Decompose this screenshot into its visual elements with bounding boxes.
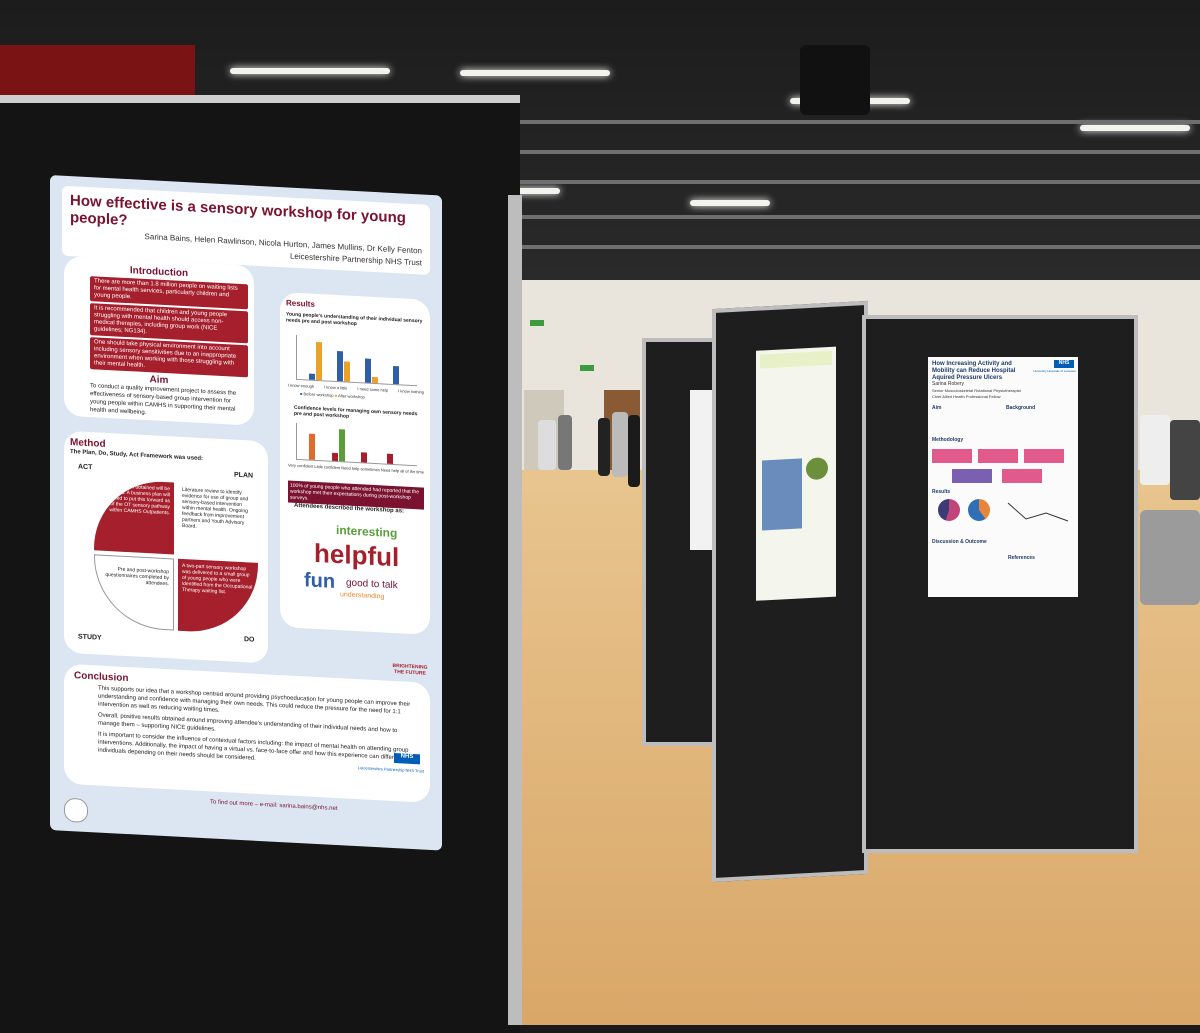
nhs-badge: NHS bbox=[394, 753, 420, 765]
chart1-bar bbox=[393, 365, 399, 385]
ceiling-light bbox=[460, 70, 610, 76]
pie-chart-1 bbox=[938, 499, 960, 521]
nhs-badge: NHS bbox=[1054, 360, 1074, 368]
chart2-area bbox=[296, 422, 417, 467]
chart2-title: Confidence levels for managing own senso… bbox=[294, 404, 418, 420]
chart2-label: Need help sometimes bbox=[341, 465, 380, 473]
poster-right-role1: Senior Musculoskeletal Rotational Physio… bbox=[932, 388, 1021, 393]
chart2-bar bbox=[387, 453, 393, 464]
chart1-label: I know enough bbox=[288, 382, 315, 389]
pdsa-plan: PLAN bbox=[234, 471, 254, 480]
person bbox=[598, 418, 610, 476]
display-board-back bbox=[642, 338, 722, 746]
chart2-bar bbox=[361, 452, 367, 463]
pdsa-plan-box: Literature review to identify evidence f… bbox=[182, 486, 249, 530]
board-frame-edge bbox=[508, 195, 522, 1025]
method-card: Method The Plan, Do, Study, Act Framewor… bbox=[64, 430, 268, 664]
section-results: Results bbox=[932, 489, 951, 495]
person bbox=[1170, 420, 1200, 500]
chart2-bar bbox=[339, 429, 345, 462]
chart1-label: I know nothing bbox=[398, 388, 424, 395]
badge-icon bbox=[64, 797, 88, 823]
ceiling-light bbox=[230, 68, 390, 74]
poster-main: How effective is a sensory workshop for … bbox=[50, 175, 442, 851]
ceiling-light bbox=[500, 188, 560, 194]
poster-middle-title bbox=[760, 350, 832, 369]
chart1-bar bbox=[316, 341, 322, 381]
intro-card: Introduction There are more than 1.8 mil… bbox=[64, 255, 254, 426]
section-references: References bbox=[1008, 555, 1035, 561]
pdsa-do-box: A two-part sensory workshop was delivere… bbox=[178, 558, 258, 635]
chair bbox=[1140, 510, 1200, 605]
display-board-right: How Increasing Activity and Mobility can… bbox=[862, 315, 1138, 853]
word-helpful: helpful bbox=[314, 537, 400, 573]
person bbox=[612, 412, 628, 477]
ceiling-beam bbox=[300, 150, 1200, 154]
results-card: Results Young people's understanding of … bbox=[280, 292, 430, 635]
poster-middle-diagram bbox=[806, 457, 828, 481]
person bbox=[538, 420, 556, 470]
poster-right-title: How Increasing Activity and Mobility can… bbox=[932, 361, 1016, 381]
ceiling-beam bbox=[190, 120, 1200, 124]
hospital-name: University Hospitals of Leicester bbox=[1033, 369, 1076, 373]
ceiling-beam bbox=[420, 180, 1200, 184]
conclusion-card: Conclusion This supports our idea that a… bbox=[64, 663, 430, 803]
method-boxes bbox=[932, 449, 1072, 485]
poster-right-author: Sarina Robery bbox=[932, 381, 964, 387]
section-discussion: Discussion & Outcome bbox=[932, 539, 987, 545]
ceiling-light bbox=[1080, 125, 1190, 131]
line-chart bbox=[1007, 502, 1069, 522]
person bbox=[628, 415, 640, 487]
speaker bbox=[800, 45, 870, 115]
legend-after: After workshop bbox=[338, 393, 365, 400]
legend-before: Before workshop bbox=[303, 391, 334, 398]
word-understanding: understanding bbox=[340, 591, 385, 601]
section-methodology: Methodology bbox=[932, 437, 964, 443]
exit-sign bbox=[580, 365, 594, 371]
contact-line: To find out more – e-mail: sarina.bains@… bbox=[210, 799, 338, 813]
chart2-bar bbox=[332, 452, 338, 462]
pdsa-study: STUDY bbox=[78, 633, 102, 642]
poster-middle bbox=[756, 346, 836, 601]
chart2-label: Very confident bbox=[288, 462, 314, 469]
poster-small bbox=[690, 390, 716, 550]
poster-middle-boxes bbox=[762, 458, 802, 531]
chart1-bar bbox=[344, 361, 350, 382]
pie-chart-2 bbox=[968, 499, 990, 521]
chart1-bar bbox=[365, 358, 371, 383]
intro-item: It is recommended that children and youn… bbox=[90, 303, 248, 344]
section-aim: Aim bbox=[932, 405, 942, 411]
chart1-title: Young people's understanding of their in… bbox=[286, 311, 423, 328]
chart1-label: I need some help bbox=[357, 386, 389, 393]
chart2-label: Need help all of the time bbox=[380, 467, 424, 475]
chart2-bar bbox=[309, 433, 315, 460]
poster-right: How Increasing Activity and Mobility can… bbox=[928, 357, 1078, 597]
pdsa-act-box: Feedback obtained will be considered. A … bbox=[94, 478, 174, 555]
pdsa-do: DO bbox=[244, 636, 255, 644]
poster-right-role2: Chief Allied Health Professional Fellow bbox=[932, 394, 1001, 399]
chart1-area bbox=[296, 334, 417, 387]
word-good-to-talk: good to talk bbox=[346, 577, 398, 592]
chart1-bar bbox=[337, 351, 343, 382]
pdsa-study-box: Pre and post-workshop questionnaires com… bbox=[94, 554, 174, 631]
word-interesting: interesting bbox=[336, 522, 398, 541]
chart1-label: I know a little bbox=[324, 384, 348, 391]
pdsa-act: ACT bbox=[78, 463, 93, 472]
ceiling-beam bbox=[520, 245, 1200, 249]
ceiling-beam bbox=[520, 215, 1200, 219]
person bbox=[558, 415, 572, 470]
intro-item: One should take physical environment int… bbox=[90, 337, 248, 378]
chart1-legend: ■ Before workshop ■ After workshop bbox=[300, 391, 365, 400]
display-board-middle bbox=[712, 300, 868, 883]
chart2-label: Little confident bbox=[314, 463, 341, 471]
chart1-bar bbox=[372, 376, 378, 384]
exit-sign bbox=[530, 320, 544, 326]
ceiling-light bbox=[690, 200, 770, 206]
section-background: Background bbox=[1006, 405, 1036, 411]
word-fun: fun bbox=[304, 569, 336, 593]
brightening-logo: BRIGHTENING THE FUTURE bbox=[392, 662, 428, 677]
chart1-bar bbox=[309, 373, 315, 380]
person bbox=[1140, 415, 1170, 485]
